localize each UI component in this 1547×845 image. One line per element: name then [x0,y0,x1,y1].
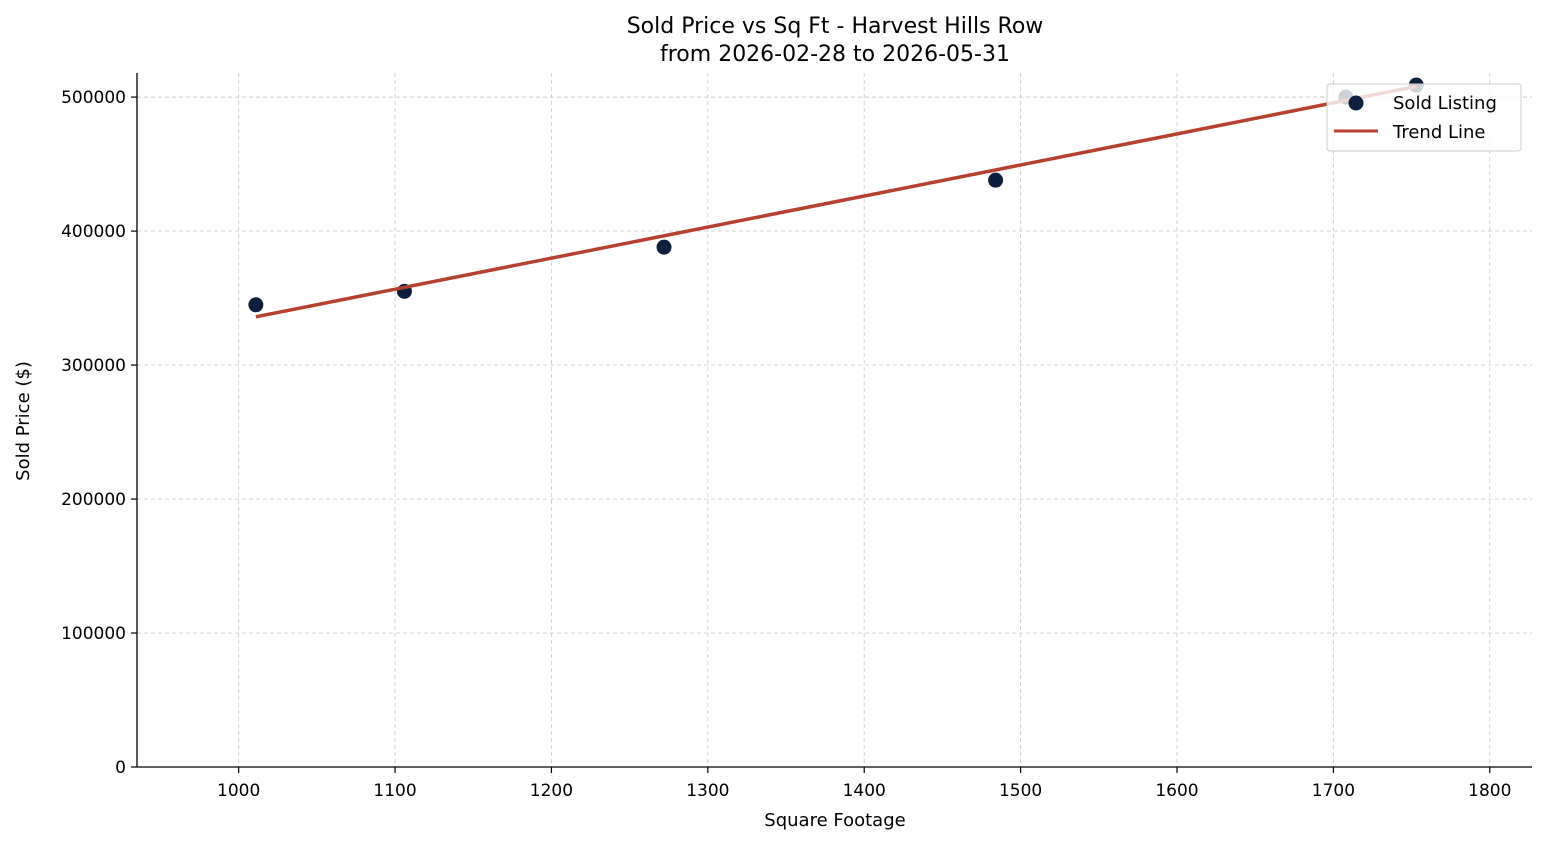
x-tick-label: 1800 [1468,781,1511,801]
legend-label-sold-listing: Sold Listing [1393,93,1497,114]
y-tick-label: 0 [115,758,126,778]
plot-area [248,77,1424,319]
x-tick-label: 1100 [373,781,416,801]
axis-ticks: 1000 1100 1200 1300 1400 1500 1600 1700 1800 0 100… [61,88,1511,801]
x-axis-label: Square Footage [764,810,905,831]
legend-marker-sold-listing [1348,95,1364,111]
y-axis-label: Sold Price ($) [13,361,34,481]
legend: Sold Listing Trend Line [1326,83,1522,152]
x-tick-label: 1400 [843,781,886,801]
chart-subtitle: from 2026-02-28 to 2026-05-31 [660,42,1010,67]
y-tick-label: 200000 [61,490,126,510]
x-tick-label: 1700 [1312,781,1355,801]
trend-line [255,84,1417,319]
data-point [656,239,672,255]
y-tick-label: 300000 [61,356,126,376]
y-tick-label: 400000 [61,222,126,242]
x-tick-label: 1200 [530,781,573,801]
x-tick-label: 1600 [1155,781,1198,801]
y-tick-label: 500000 [61,88,126,108]
chart-title: Sold Price vs Sq Ft - Harvest Hills Row [627,14,1044,39]
grid [137,73,1532,768]
data-point [248,297,264,313]
y-tick-label: 100000 [61,624,126,644]
legend-label-trend-line: Trend Line [1392,122,1486,143]
x-tick-label: 1300 [686,781,729,801]
x-tick-label: 1500 [999,781,1042,801]
legend-box [1326,83,1522,152]
data-point [988,172,1004,188]
x-tick-label: 1000 [217,781,260,801]
